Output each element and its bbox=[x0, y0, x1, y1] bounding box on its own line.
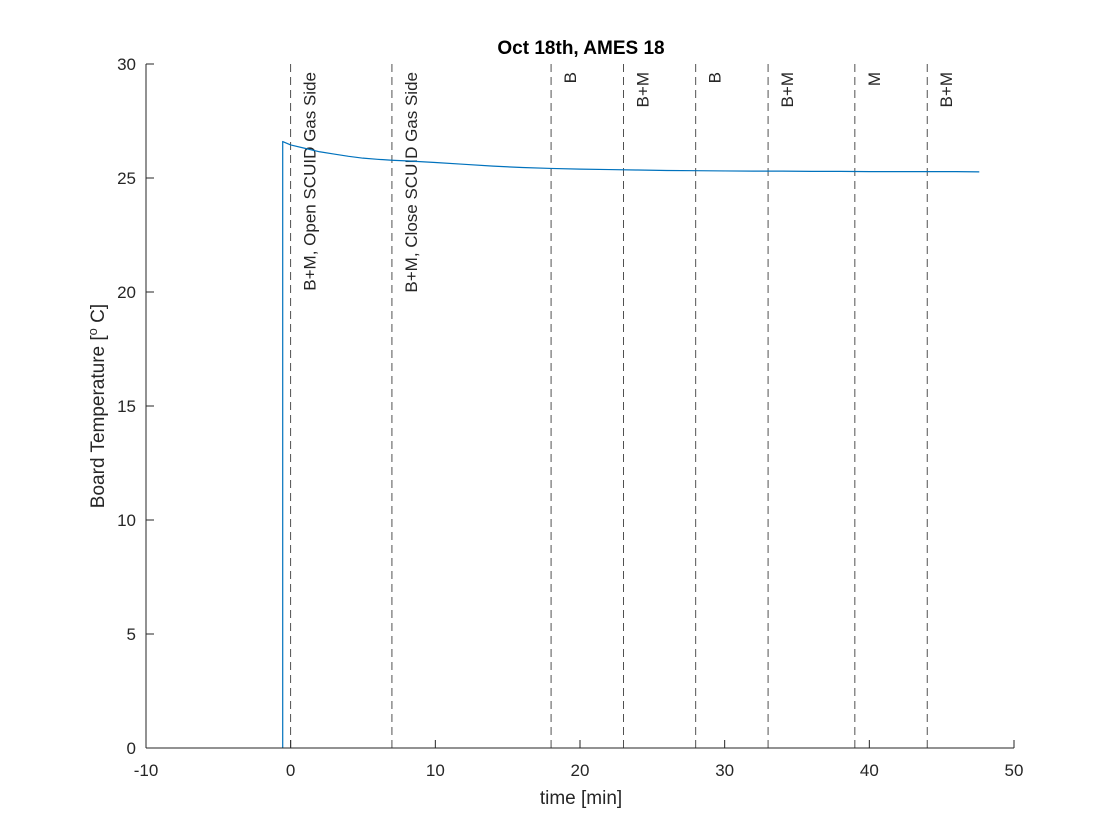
axes: -10 0 10 20 30 40 50 0 5 10 15 20 25 30 bbox=[117, 55, 1023, 780]
plot-background bbox=[146, 64, 1014, 748]
event-label-1: B+M, Close SCUID Gas Side bbox=[402, 72, 421, 293]
y-tick-label-1: 5 bbox=[127, 625, 136, 644]
x-tick-label-5: 40 bbox=[860, 761, 879, 780]
event-label-4: B bbox=[706, 72, 725, 83]
event-label-0: B+M, Open SCUID Gas Side bbox=[301, 72, 320, 291]
series-line-0 bbox=[282, 140, 980, 748]
x-tick-label-2: 10 bbox=[426, 761, 445, 780]
event-label-2: B bbox=[561, 72, 580, 83]
y-axis-label: Board Temperature [o C] bbox=[85, 304, 109, 508]
event-label-7: B+M bbox=[937, 72, 956, 107]
y-axis-label-main: Board Temperature [ bbox=[88, 335, 109, 509]
y-axis-label-superscript: o bbox=[85, 328, 100, 335]
y-axis-label-tail: C] bbox=[88, 304, 109, 328]
x-tick-label-0: -10 bbox=[134, 761, 159, 780]
x-axis-label: time [min] bbox=[540, 788, 622, 809]
event-label-6: M bbox=[865, 72, 884, 86]
y-tick-label-3: 15 bbox=[117, 397, 136, 416]
x-tick-label-1: 0 bbox=[286, 761, 295, 780]
chart-title: Oct 18th, AMES 18 bbox=[497, 38, 664, 59]
event-label-3: B+M bbox=[633, 72, 652, 107]
event-lines: B+M, Open SCUID Gas Side B+M, Close SCUID… bbox=[290, 64, 956, 748]
x-tick-label-6: 50 bbox=[1005, 761, 1024, 780]
series-layer bbox=[282, 140, 980, 748]
event-label-5: B+M bbox=[778, 72, 797, 107]
y-tick-label-6: 30 bbox=[117, 55, 136, 74]
x-tick-label-4: 30 bbox=[715, 761, 734, 780]
y-tick-label-5: 25 bbox=[117, 169, 136, 188]
y-tick-label-4: 20 bbox=[117, 283, 136, 302]
plot-area bbox=[146, 64, 1014, 748]
y-tick-label-2: 10 bbox=[117, 511, 136, 530]
x-tick-label-3: 20 bbox=[571, 761, 590, 780]
y-tick-label-0: 0 bbox=[127, 739, 136, 758]
